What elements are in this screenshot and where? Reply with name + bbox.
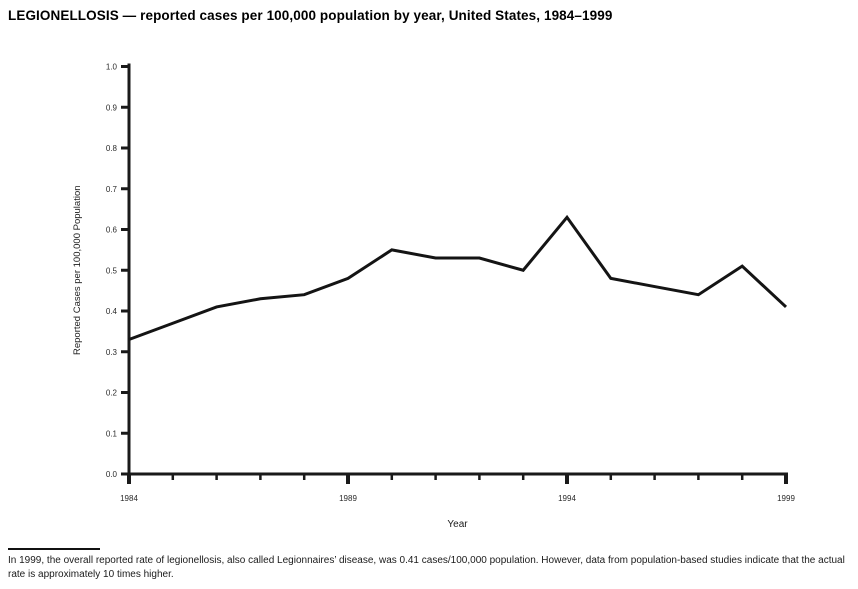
y-tick-label: 0.5 (106, 266, 118, 275)
footnote-rule (8, 548, 100, 550)
y-tick-label: 0.0 (106, 470, 118, 479)
y-tick-label: 0.6 (106, 226, 118, 235)
y-tick-label: 1.0 (106, 63, 118, 72)
y-tick-label: 0.8 (106, 144, 118, 153)
x-tick-label: 1989 (339, 494, 357, 503)
x-tick-label: 1999 (777, 494, 795, 503)
footnote: In 1999, the overall reported rate of le… (8, 548, 852, 582)
y-tick-label: 0.4 (106, 307, 118, 316)
x-tick-label: 1994 (558, 494, 576, 503)
y-tick-label: 0.3 (106, 348, 118, 357)
chart-title: LEGIONELLOSIS — reported cases per 100,0… (8, 8, 613, 23)
y-tick-label: 0.7 (106, 185, 118, 194)
x-axis-title: Year (447, 519, 468, 530)
line-chart: 0.0 0.1 0.2 0.3 0.4 0.5 0.6 0.7 0.8 0.9 1.0 1984 198… (72, 63, 795, 531)
y-tick-label: 0.9 (106, 103, 118, 112)
y-tick-label: 0.1 (106, 429, 118, 438)
data-line (128, 214, 788, 341)
footnote-text: In 1999, the overall reported rate of le… (8, 555, 845, 580)
x-tick-label: 1984 (120, 494, 138, 503)
y-tick-label: 0.2 (106, 389, 118, 398)
y-axis-title: Reported Cases per 100,000 Population (72, 185, 83, 355)
